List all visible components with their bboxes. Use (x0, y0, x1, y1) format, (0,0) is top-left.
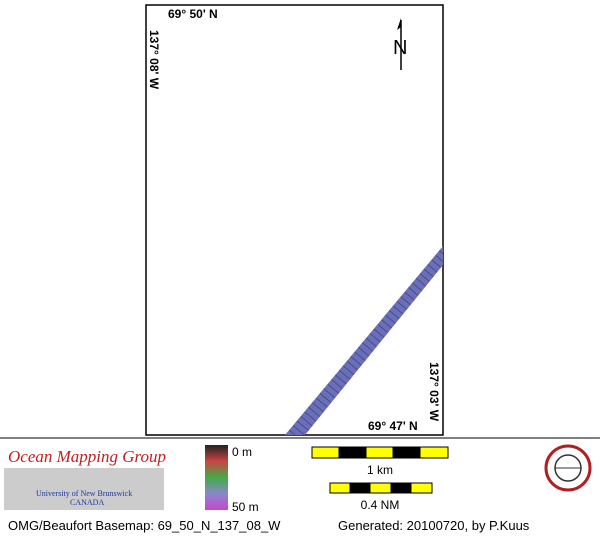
org-logo-image (4, 468, 164, 510)
top-lat-label: 69° 50' N (168, 7, 218, 21)
footer-generated: Generated: 20100720, by P.Kuus (338, 518, 530, 533)
km-scale-bar (311, 446, 449, 459)
country: CANADA (70, 498, 104, 507)
north-label: N (393, 37, 407, 59)
depth-colorbar (205, 445, 228, 510)
org-name: Ocean Mapping Group (8, 447, 166, 466)
nm-scale-label: 0.4 NM (361, 498, 400, 512)
km-scale-label: 1 km (367, 463, 393, 477)
map-frame (145, 4, 444, 436)
right-lon-label: 137° 03' W (427, 362, 441, 422)
university: University of New Brunswick (36, 489, 132, 498)
seal-logo (544, 444, 592, 492)
nm-scale-bar (329, 482, 433, 494)
depth-max: 50 m (232, 500, 259, 514)
north-arrow: N (393, 18, 407, 70)
bottom-lat-label: 69° 47' N (368, 419, 418, 433)
left-lon-label: 137° 08' W (147, 30, 161, 90)
depth-min: 0 m (232, 445, 252, 459)
survey-swath (285, 246, 443, 435)
footer-basemap: OMG/Beaufort Basemap: 69_50_N_137_08_W (8, 518, 281, 533)
